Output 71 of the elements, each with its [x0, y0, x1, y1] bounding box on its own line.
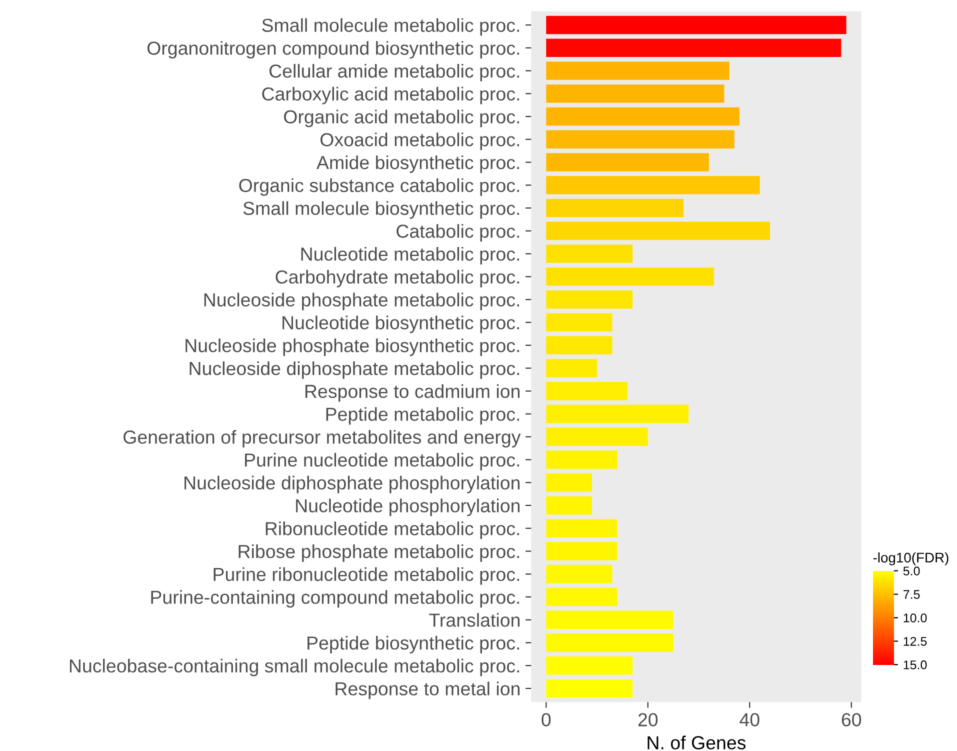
- y-tick-label: Cellular amide metabolic proc.: [269, 64, 520, 82]
- x-tick-label: 60: [842, 713, 862, 726]
- color-bar-label: 5.0: [903, 566, 920, 576]
- y-tick-label: Ribonucleotide metabolic proc.: [266, 522, 520, 539]
- bar: [546, 107, 740, 126]
- y-tick-label: Nucleotide phosphorylation: [296, 498, 520, 516]
- y-tick-label: Small molecule metabolic proc.: [262, 18, 520, 36]
- bar: [546, 428, 648, 446]
- bar: [546, 679, 633, 698]
- color-bar-title: -log10(FDR): [873, 552, 948, 566]
- y-tick-label: Peptide metabolic proc.: [326, 407, 520, 425]
- bar: [546, 588, 618, 606]
- y-tick-label: Nucleotide biosynthetic proc.: [282, 316, 520, 334]
- bar: [546, 634, 674, 652]
- color-bar-label: 10.0: [904, 614, 927, 622]
- bar: [546, 336, 612, 354]
- y-tick-label: Catabolic proc.: [396, 224, 520, 242]
- y-tick-label: Small molecule biosynthetic proc.: [243, 201, 520, 219]
- color-bar-label: 7.5: [904, 590, 920, 599]
- y-tick-label: Nucleoside diphosphate phosphorylation: [184, 476, 520, 494]
- y-tick-label: Carbohydrate metabolic proc.: [276, 270, 520, 288]
- y-tick-label: Organonitrogen compound biosynthetic proc.: [147, 41, 520, 59]
- bar: [546, 450, 618, 469]
- y-tick-label: Nucleobase-containing small molecule metabolic proc.: [70, 658, 520, 676]
- x-tick-label: 40: [740, 713, 760, 726]
- y-tick-label: Purine-containing compound metabolic proc.: [151, 590, 520, 608]
- y-tick-label: Peptide biosynthetic proc.: [308, 636, 520, 654]
- y-tick-label: Carboxylic acid metabolic proc.: [262, 86, 520, 104]
- bar: [546, 153, 709, 172]
- color-bar-label: 12.5: [904, 636, 927, 646]
- bar: [546, 359, 598, 378]
- bar: [546, 313, 612, 332]
- bar: [546, 564, 612, 584]
- x-tick-label: 0: [542, 713, 551, 726]
- bar: [546, 404, 689, 424]
- y-tick-label: Translation: [429, 613, 520, 627]
- bar: [546, 130, 734, 149]
- bar: [546, 610, 674, 629]
- bar: [546, 542, 618, 560]
- bar: [546, 38, 842, 58]
- bar: [546, 244, 633, 263]
- bar: [546, 268, 714, 286]
- x-tick-label: 20: [638, 713, 658, 726]
- bar: [546, 62, 730, 80]
- y-tick-label: Oxoacid metabolic proc.: [320, 132, 520, 150]
- bar: [546, 222, 770, 240]
- y-tick-label: Nucleoside phosphate metabolic proc.: [204, 292, 520, 310]
- bar: [546, 176, 760, 194]
- x-axis-title: N. of Genes: [648, 736, 746, 750]
- y-tick-label: Nucleoside phosphate biosynthetic proc.: [186, 338, 520, 356]
- bar: [546, 496, 592, 515]
- y-tick-label: Nucleoside diphosphate metabolic proc.: [190, 361, 520, 379]
- bar: [546, 84, 724, 103]
- y-tick-label: Response to metal ion: [336, 682, 520, 700]
- bar: [546, 656, 633, 675]
- y-tick-label: Purine ribonucleotide metabolic proc.: [214, 567, 520, 585]
- y-tick-label: Organic substance catabolic proc.: [239, 178, 520, 196]
- y-tick-label: Generation of precursor metabolites and energy: [124, 430, 521, 448]
- bar: [546, 473, 592, 492]
- y-tick-label: Response to cadmium ion: [305, 384, 520, 402]
- bar: [546, 198, 684, 218]
- bar: [546, 290, 633, 309]
- color-bar-label: 15.0: [904, 660, 927, 670]
- y-tick-label: Nucleotide metabolic proc.: [301, 246, 520, 264]
- y-tick-label: Amide biosynthetic proc.: [316, 155, 520, 173]
- y-tick-label: Purine nucleotide metabolic proc.: [245, 452, 520, 470]
- bar: [546, 16, 846, 34]
- bar: [546, 519, 618, 538]
- y-tick-label: Organic acid metabolic proc.: [284, 110, 520, 128]
- y-tick-label: Ribose phosphate metabolic proc.: [238, 544, 520, 562]
- bar: [546, 382, 628, 400]
